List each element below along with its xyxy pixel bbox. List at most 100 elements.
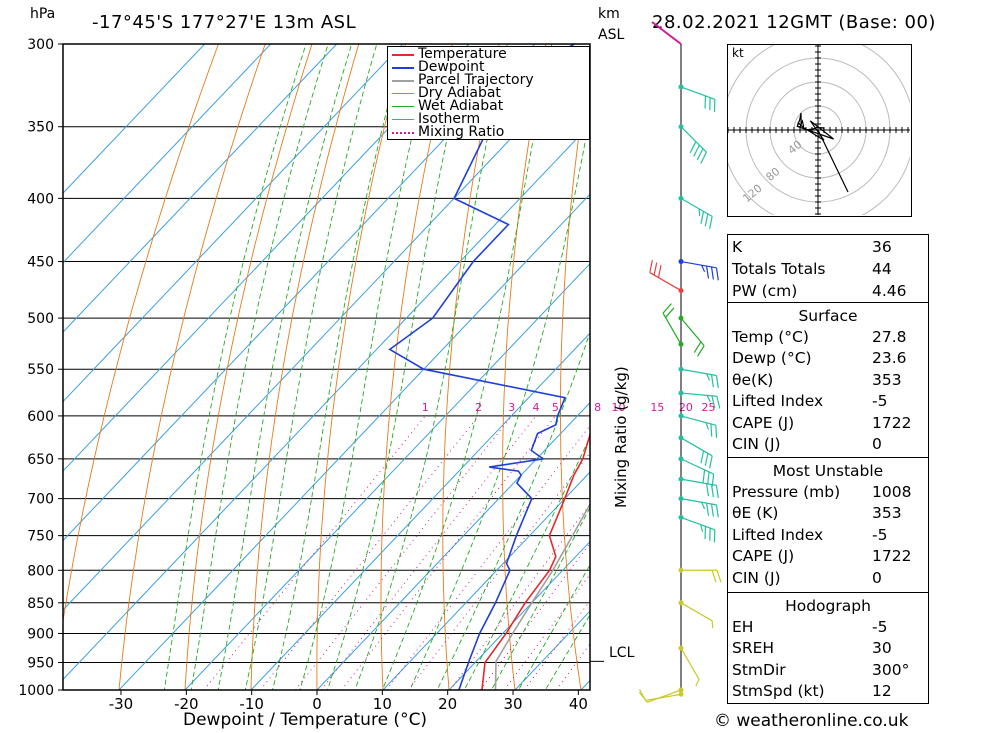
mu-row: Pressure (mb) 1008	[732, 482, 924, 503]
surface-value: 27.8	[872, 328, 907, 346]
surface-title: Surface	[798, 307, 858, 325]
y-tick-label: 400	[27, 191, 54, 207]
surface-label: θe(K)	[732, 371, 774, 389]
wind-level-dot	[678, 315, 684, 321]
x-tick-label: -10	[239, 695, 264, 713]
mixing-ratio-label: 1	[422, 401, 429, 414]
wind-barb	[680, 368, 719, 389]
legend-swatch-dewpoint	[392, 67, 414, 69]
surface-label: CIN (J)	[732, 435, 781, 453]
index-label: PW (cm)	[732, 282, 798, 300]
copyright: © weatheronline.co.uk	[714, 711, 909, 731]
x-tick-label: -20	[174, 695, 199, 713]
mixing-ratio-label: 8	[594, 401, 601, 414]
dry-adiabat-line	[63, 44, 219, 624]
index-value: 44	[872, 260, 892, 278]
x-tick-label: 10	[373, 695, 392, 713]
km-label: km	[598, 6, 620, 22]
y-tick-label: 800	[27, 563, 54, 579]
wind-barb	[649, 260, 682, 292]
wet-adiabat-line	[163, 44, 307, 690]
legend-swatch-dry-adiabat	[392, 93, 414, 94]
isotherm-line	[382, 471, 590, 690]
wind-barb	[680, 516, 716, 543]
index-label: K	[732, 238, 743, 256]
wind-level-dot	[678, 259, 684, 265]
x-axis-title: Dewpoint / Temperature (°C)	[183, 710, 428, 730]
lcl-label: LCL	[609, 645, 635, 661]
surface-row: CAPE (J) 1722	[732, 413, 924, 434]
wind-barb	[680, 437, 713, 469]
wet-adiabat-line	[190, 44, 329, 690]
isotherm-line	[63, 44, 272, 264]
surface-panel: Surface Temp (°C) 27.8 Dewp (°C) 23.6 θe(K…	[727, 302, 929, 459]
indices-panel: K 36 Totals Totals 44 PW (cm) 4.46	[727, 234, 929, 304]
isotherm-line	[63, 44, 470, 472]
legend-dry-adiabat: Dry Adiabat	[418, 85, 501, 101]
isotherm-line	[63, 44, 206, 194]
mu-value: 1008	[872, 483, 912, 501]
x-tick-label: 40	[569, 695, 588, 713]
wind-level-dot	[678, 124, 684, 130]
dry-adiabat-line	[380, 44, 453, 690]
wind-barb	[680, 602, 714, 629]
hodo-label: StmDir	[732, 661, 786, 679]
legend-dewpoint: Dewpoint	[418, 59, 485, 75]
y-tick-label: 850	[27, 596, 54, 612]
x-tick-label: 0	[312, 695, 322, 713]
legend-swatch-parcel	[392, 80, 414, 82]
storm-motion-vector	[817, 129, 849, 193]
wind-level-dot	[678, 435, 684, 441]
isotherm-line	[63, 44, 338, 333]
y-tick-label: 650	[27, 452, 54, 468]
wind-barb	[680, 260, 719, 281]
plot-area	[63, 44, 590, 690]
wind-level-dot	[678, 514, 684, 520]
x-tick-label: -30	[109, 695, 134, 713]
y-tick-label: 750	[27, 529, 54, 545]
hodograph-unit: kt	[732, 46, 744, 60]
wind-level-dot	[678, 645, 684, 651]
mu-value: 0	[872, 569, 882, 587]
hodo-value: 300°	[872, 661, 910, 679]
wet-adiabat-line	[354, 44, 508, 690]
dry-adiabat-line	[442, 44, 500, 690]
dewpoint-line	[388, 44, 575, 690]
y-tick-label: 450	[27, 255, 54, 271]
isotherm-line	[63, 124, 590, 681]
mixing-ratio-label: 4	[533, 401, 540, 414]
wind-level-dot	[678, 341, 684, 347]
legend-swatch-temperature	[392, 54, 414, 56]
surface-label: Lifted Index	[732, 392, 824, 410]
mixing-ratio-label: 5	[552, 401, 559, 414]
wind-level-dot	[678, 413, 684, 419]
wind-barb	[681, 569, 722, 583]
wet-adiabat-line	[299, 44, 435, 690]
mu-row: θE (K) 353	[732, 503, 924, 524]
wind-barb	[680, 86, 716, 112]
surface-value: 23.6	[872, 349, 907, 367]
wind-level-dot	[678, 366, 684, 372]
pressure-unit: hPa	[30, 6, 56, 22]
hodo-label: StmSpd (kt)	[732, 682, 825, 700]
hodo-row: StmDir 300°	[732, 660, 924, 681]
wind-level-dot	[678, 456, 684, 462]
isotherm-line	[448, 540, 590, 690]
surface-value: 0	[872, 435, 882, 453]
dry-adiabat-line	[184, 44, 313, 690]
surface-label: Dewp (°C)	[732, 349, 812, 367]
wind-barb	[680, 317, 705, 357]
y-tick-label: 900	[27, 626, 54, 642]
y-tick-label: 500	[27, 311, 54, 327]
y-tick-label: 350	[27, 120, 54, 136]
mu-label: Pressure (mb)	[732, 483, 841, 501]
wet-adiabat-line	[244, 44, 378, 690]
y-tick-label: 600	[27, 409, 54, 425]
wind-barb	[680, 647, 700, 687]
mu-value: 353	[872, 504, 902, 522]
index-row: K 36	[732, 237, 924, 258]
dry-adiabat-line	[250, 44, 360, 690]
surface-value: 1722	[872, 414, 912, 432]
wet-adiabat-line	[326, 44, 469, 690]
